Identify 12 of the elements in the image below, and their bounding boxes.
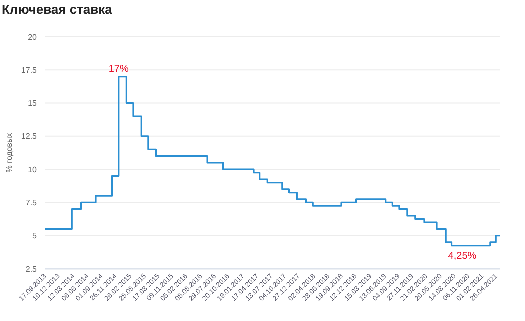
annotation: 4,25% [448, 250, 477, 262]
y-tick-label: 5 [32, 232, 38, 241]
y-tick-label: 20 [28, 32, 38, 42]
y-tick-label: 15 [28, 99, 38, 108]
y-tick-label: 7.5 [26, 198, 38, 208]
annotation: 17% [108, 64, 129, 75]
y-tick-label: 10 [28, 165, 38, 174]
y-tick-label: 2.5 [26, 264, 38, 274]
chart-title: Ключевая ставка [2, 2, 114, 17]
y-tick-label: 12.5 [21, 132, 38, 142]
y-axis-title: % годовых [5, 133, 14, 173]
y-tick-label: 17.5 [21, 66, 38, 75]
